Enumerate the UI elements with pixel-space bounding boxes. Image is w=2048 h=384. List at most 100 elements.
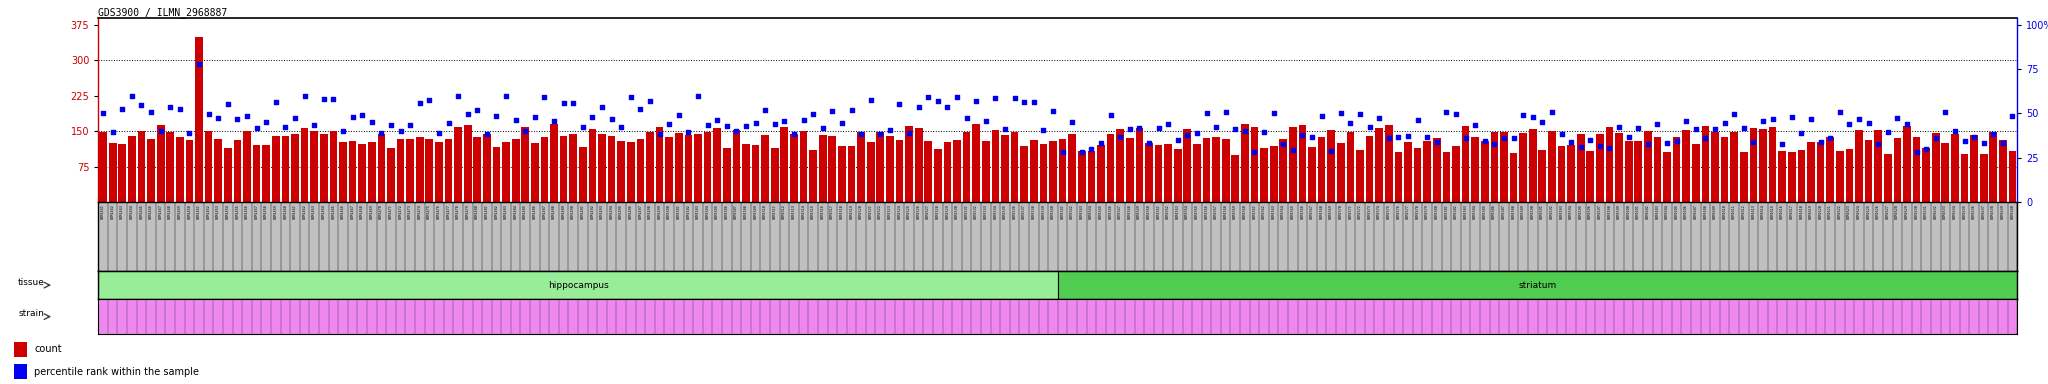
Bar [1376,128,1382,202]
Point [125,101,158,108]
Bar [1145,143,1153,202]
Point [307,96,340,102]
Point [961,98,993,104]
Point [1536,109,1569,115]
Bar [109,142,117,202]
Text: GSM1636: GSM1636 [1972,204,1976,219]
Bar [291,134,299,202]
Text: GSM1637: GSM1637 [1982,204,1987,219]
Point [479,113,512,119]
Text: GSM1470: GSM1470 [379,204,383,219]
Bar [858,132,864,202]
Point [1901,149,1933,155]
Text: GSM1447: GSM1447 [158,204,162,219]
Bar [569,134,578,202]
Text: GSM1456: GSM1456 [246,204,250,219]
Text: GSM1558: GSM1558 [1225,204,1227,219]
Point [1104,134,1137,140]
Text: GSM1467: GSM1467 [350,204,354,219]
Text: GSM1593: GSM1593 [1559,204,1563,219]
Bar [166,132,174,202]
Text: GSM1508: GSM1508 [743,204,748,219]
Point [154,104,186,111]
Point [1479,141,1511,147]
Text: GSM1446: GSM1446 [150,204,154,219]
Text: GSM1554: GSM1554 [1186,204,1190,219]
Bar [1624,141,1632,202]
Bar [1040,144,1047,202]
Point [1815,135,1847,141]
Bar [1317,137,1325,202]
Bar [1548,131,1556,202]
Text: GSM1581: GSM1581 [1444,204,1448,219]
Text: GSM1445: GSM1445 [139,204,143,219]
Text: GSM1500: GSM1500 [668,204,672,219]
Bar [1298,124,1307,202]
Bar [684,135,692,202]
Bar [1913,137,1921,202]
Bar [1106,134,1114,202]
Text: GSM1590: GSM1590 [1530,204,1534,219]
Point [1085,140,1118,146]
Text: GSM1443: GSM1443 [121,204,125,219]
Text: GSM1540: GSM1540 [1051,204,1055,219]
Point [1765,141,1798,147]
Bar [963,132,971,202]
Point [1343,111,1376,117]
Point [1296,134,1329,140]
Bar [905,126,913,202]
Point [461,107,494,113]
Point [758,121,791,127]
Point [1516,114,1548,121]
Bar [455,127,463,202]
Point [279,115,311,121]
Text: GSM1551: GSM1551 [1157,204,1161,219]
Point [903,104,936,110]
Text: GSM1486: GSM1486 [532,204,537,219]
Point [1507,112,1540,118]
Bar [1491,132,1499,202]
Text: GSM1610: GSM1610 [1722,204,1726,219]
Bar [1270,146,1278,202]
Point [1651,140,1683,146]
Point [164,106,197,112]
Point [1833,121,1866,127]
Text: GSM1555: GSM1555 [1194,204,1198,219]
Bar [991,130,999,202]
Bar [944,142,950,202]
Point [375,122,408,128]
Point [1229,128,1262,134]
Point [874,127,907,133]
Text: GSM1459: GSM1459 [274,204,279,219]
Bar [426,139,434,202]
Bar [512,139,520,202]
Text: GSM1605: GSM1605 [1675,204,1679,219]
Point [768,118,801,124]
Point [729,122,762,129]
Text: GSM1522: GSM1522 [879,204,883,219]
Bar [444,139,453,202]
Text: GSM1468: GSM1468 [360,204,365,219]
Point [1382,134,1415,141]
Text: GSM1572: GSM1572 [1358,204,1362,219]
Point [1987,140,2019,146]
Bar [522,127,528,202]
Text: GSM1618: GSM1618 [1800,204,1804,219]
Bar [588,129,596,202]
Text: strain: strain [18,309,45,318]
Point [385,128,418,134]
Point [1554,139,1587,145]
Bar [1866,140,1872,202]
Text: GSM1538: GSM1538 [1032,204,1036,219]
Text: GSM1516: GSM1516 [821,204,825,219]
Text: GSM1628: GSM1628 [1894,204,1898,219]
Bar [1069,134,1075,202]
Bar [598,134,606,202]
Bar [1567,145,1575,202]
Bar [580,147,586,202]
Point [1268,141,1300,147]
Text: GSM1547: GSM1547 [1118,204,1122,219]
Bar [1931,133,1939,202]
Text: GSM1530: GSM1530 [954,204,958,219]
Text: GSM1630: GSM1630 [1915,204,1919,219]
